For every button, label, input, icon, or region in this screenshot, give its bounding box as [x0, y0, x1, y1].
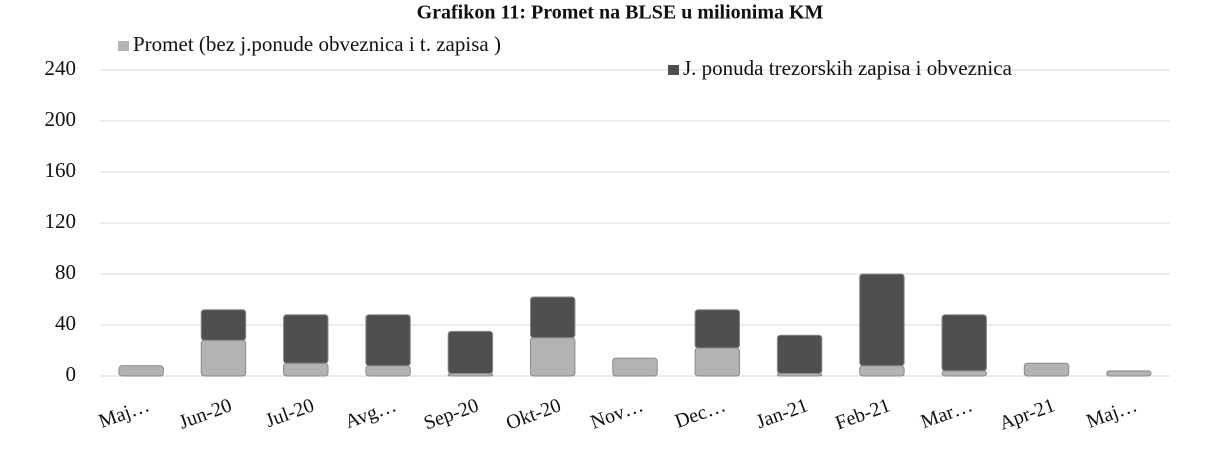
y-tick-label: 0: [66, 362, 77, 386]
legend-swatch: [118, 41, 129, 51]
bar-segment: [118, 365, 164, 377]
bar-segment: [694, 347, 741, 377]
bar-segment: [283, 314, 329, 364]
bar-segment: [529, 296, 576, 339]
bar-segment: [612, 357, 658, 377]
bar-segment: [283, 362, 329, 377]
bar-segment: [1023, 362, 1070, 377]
legend-label: Promet (bez j.ponude obveznica i t. zapi…: [133, 32, 501, 56]
bar-segment: [1106, 370, 1152, 377]
bar-segment: [200, 309, 247, 341]
y-tick-label: 120: [45, 209, 77, 233]
y-tick-label: 80: [55, 260, 76, 284]
legend-swatch: [668, 65, 679, 75]
bar-segment: [694, 309, 741, 349]
bar-segment: [941, 314, 987, 372]
chart-title: Grafikon 11: Promet na BLSE u milionima …: [417, 2, 824, 24]
bar-segment: [529, 337, 576, 377]
bar-segment: [776, 334, 823, 374]
bar-segment: [859, 273, 905, 367]
bar-segment: [447, 330, 494, 374]
bar-segment: [859, 365, 905, 377]
bar-segment: [365, 314, 411, 367]
y-tick-label: 160: [45, 158, 77, 182]
y-tick-label: 40: [55, 311, 76, 335]
bar-segment: [200, 339, 247, 377]
y-tick-label: 240: [45, 56, 77, 80]
legend-label: J. ponuda trezorskih zapisa i obveznica: [683, 56, 1013, 80]
bar-segment: [941, 370, 987, 377]
bar-segment: [365, 365, 411, 377]
y-tick-label: 200: [45, 107, 77, 131]
